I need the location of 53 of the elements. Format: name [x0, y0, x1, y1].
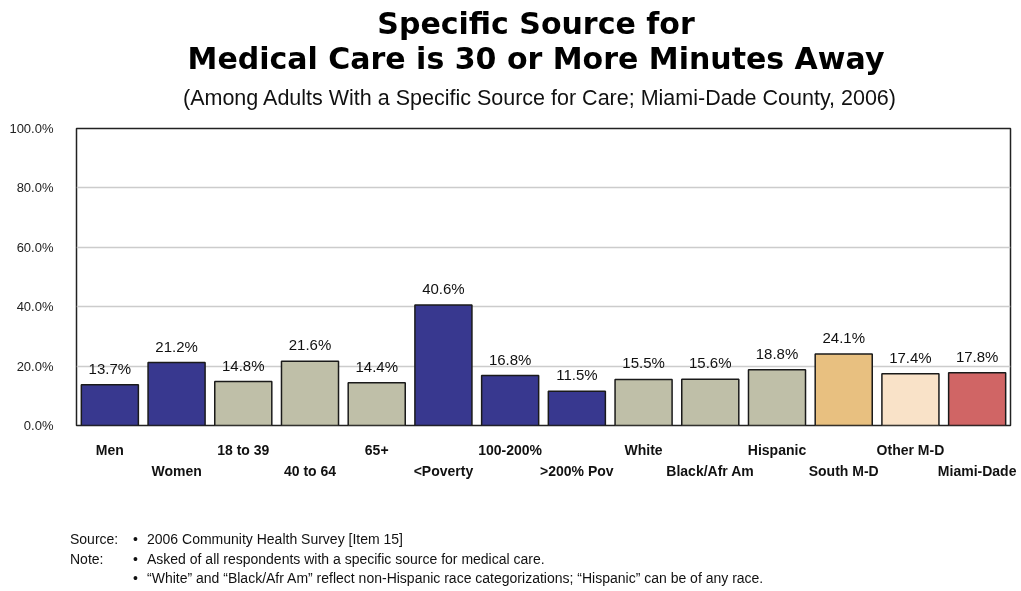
bar: [747, 368, 807, 426]
bar: [681, 378, 740, 426]
x-tick-label: Hispanic: [747, 441, 807, 458]
data-label: 14.8%: [222, 356, 265, 374]
bar: [614, 378, 673, 426]
data-label: 15.6%: [689, 354, 732, 372]
data-label: 40.6%: [422, 279, 465, 297]
x-tick-label: Men: [95, 441, 124, 458]
data-label: 24.1%: [822, 328, 865, 346]
bar: [147, 361, 206, 426]
data-label: 21.2%: [155, 337, 198, 355]
x-tick-label: South M-D: [808, 462, 879, 479]
bar: [214, 380, 273, 426]
data-label: 17.4%: [889, 348, 932, 366]
bar: [947, 371, 1007, 426]
data-label: 13.7%: [88, 359, 132, 377]
bar: [347, 381, 406, 426]
x-tick-label: <Poverty: [413, 462, 474, 479]
data-label: 15.5%: [622, 354, 665, 372]
x-tick-label: Women: [151, 462, 202, 479]
y-tick-label: 80.0%: [16, 180, 54, 196]
y-tick-label: 100.0%: [9, 121, 54, 136]
chart-subtitle: (Among Adults With a Specific Source for Care; Miami-Dade County, 2006): [182, 85, 897, 111]
x-tick-label: Miami-Dade: [937, 462, 1017, 479]
y-tick-label: 0.0%: [23, 418, 54, 433]
bar: [80, 384, 140, 426]
data-label: 11.5%: [556, 366, 598, 384]
bar: [547, 390, 607, 426]
x-tick-label: 65+: [364, 441, 389, 458]
x-tick-label: 18 to 39: [217, 441, 270, 458]
data-label: 17.8%: [955, 347, 999, 365]
x-tick-label: White: [624, 441, 663, 458]
text: • “White” and “Black/Afr Am” reflect non-Hispanic race categorizations; “Hispanic” can be of any race.: [133, 569, 764, 587]
y-tick-label: 40.0%: [16, 299, 54, 315]
x-tick-label: >200% Pov: [540, 462, 614, 479]
y-tick-label: 60.0%: [16, 239, 54, 255]
data-label: 18.8%: [755, 344, 799, 362]
x-tick-label: Black/Afr Am: [666, 462, 754, 479]
y-tick-label: 20.0%: [16, 358, 54, 374]
data-label: 16.8%: [488, 350, 532, 368]
bar: [881, 373, 940, 426]
bar: [480, 374, 540, 426]
bar: [280, 360, 340, 426]
x-tick-label: 100-200%: [478, 441, 543, 458]
bar: [814, 353, 873, 426]
chart-title: Specific Source for Medical Care is 30 or More Minutes Away: [186, 6, 886, 76]
data-label: 14.4%: [355, 357, 398, 375]
text: Note: • Asked of all respondents with a specific source for medical care.: [70, 550, 545, 567]
x-tick-label: Other M-D: [876, 441, 945, 458]
bar: [414, 304, 473, 426]
x-tick-label: 40 to 64: [283, 462, 337, 479]
source-note: Source: • 2006 Community Health Survey [Item 15]: [70, 530, 404, 548]
data-label: 21.6%: [288, 336, 332, 354]
